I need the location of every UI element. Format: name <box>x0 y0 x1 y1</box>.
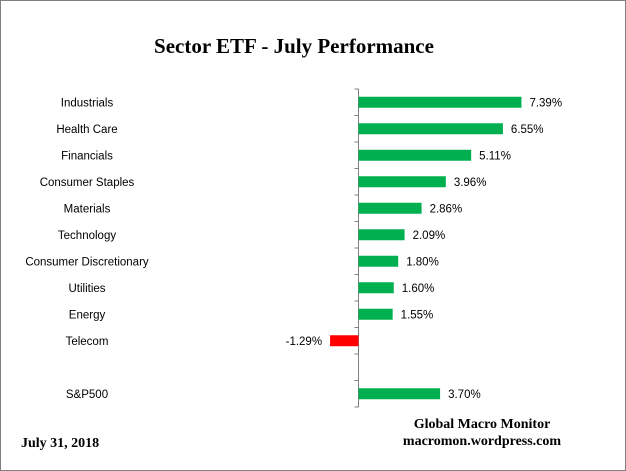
data-label: 3.96% <box>454 177 487 189</box>
bar-telecom <box>330 335 359 347</box>
data-label: 7.39% <box>529 97 562 109</box>
bar-technology <box>358 229 405 241</box>
bar-industrials <box>358 96 522 108</box>
source-name: Global Macro Monitor <box>414 417 551 432</box>
data-label: -1.29% <box>286 336 322 348</box>
data-label: 1.55% <box>401 309 434 321</box>
category-label: Consumer Discretionary <box>25 256 149 268</box>
category-label: Technology <box>58 230 116 242</box>
category-label: Materials <box>64 203 111 215</box>
category-label: S&P500 <box>66 389 108 401</box>
category-label: Industrials <box>61 97 114 109</box>
category-label: Utilities <box>68 283 105 295</box>
bar-utilities <box>358 282 394 294</box>
category-label: Consumer Staples <box>40 177 135 189</box>
data-label: 1.80% <box>406 256 439 268</box>
bar-consumer-discretionary <box>358 255 399 267</box>
data-label: 5.11% <box>479 150 511 162</box>
category-label: Telecom <box>66 336 109 348</box>
data-label: 2.86% <box>430 203 463 215</box>
bar-health-care <box>358 123 503 135</box>
source-url: macromon.wordpress.com <box>403 434 561 449</box>
date-label: July 31, 2018 <box>21 436 99 451</box>
data-label: 2.09% <box>413 230 446 242</box>
bar-consumer-staples <box>358 176 446 188</box>
bar-financials <box>358 149 472 161</box>
data-label: 3.70% <box>448 389 481 401</box>
bar-energy <box>358 308 393 320</box>
category-label: Energy <box>69 309 106 321</box>
chart-title: Sector ETF - July Performance <box>154 34 434 58</box>
data-label: 1.60% <box>402 283 435 295</box>
category-label: Health Care <box>56 124 117 136</box>
category-label: Financials <box>61 150 113 162</box>
bar-materials <box>358 202 422 214</box>
bar-s-p500 <box>358 388 441 400</box>
data-label: 6.55% <box>511 124 544 136</box>
